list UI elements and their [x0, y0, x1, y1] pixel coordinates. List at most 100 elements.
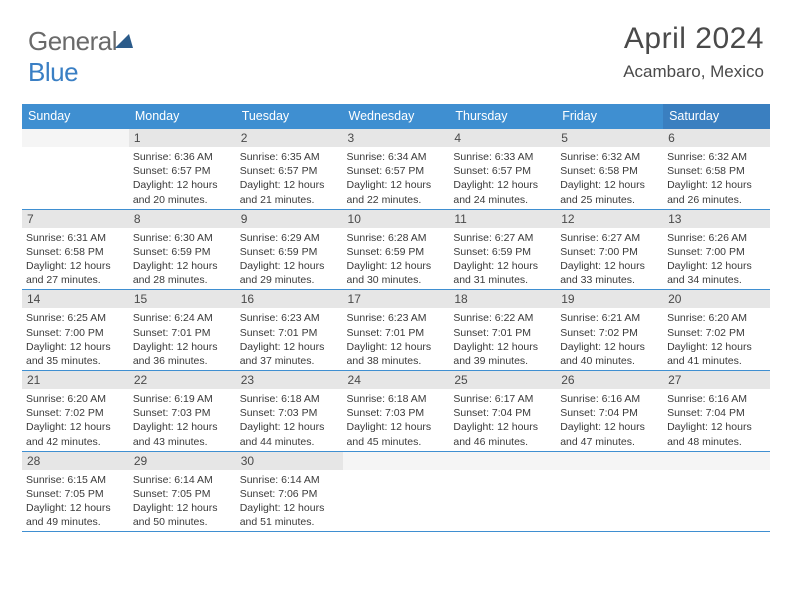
sunrise-text: Sunrise: 6:18 AM — [347, 392, 446, 406]
day-details: Sunrise: 6:35 AMSunset: 6:57 PMDaylight:… — [236, 147, 343, 209]
day-details: Sunrise: 6:36 AMSunset: 6:57 PMDaylight:… — [129, 147, 236, 209]
header-right: April 2024 Acambaro, Mexico — [623, 22, 764, 82]
calendar-day: 28Sunrise: 6:15 AMSunset: 7:05 PMDayligh… — [22, 452, 129, 532]
weekday-header: Tuesday — [236, 104, 343, 129]
sunset-text: Sunset: 6:58 PM — [667, 164, 766, 178]
day-details: Sunrise: 6:27 AMSunset: 6:59 PMDaylight:… — [449, 228, 556, 290]
daylight-line1: Daylight: 12 hours — [133, 501, 232, 515]
day-details: Sunrise: 6:23 AMSunset: 7:01 PMDaylight:… — [343, 308, 450, 370]
daylight-line2: and 28 minutes. — [133, 273, 232, 287]
calendar: Sunday Monday Tuesday Wednesday Thursday… — [22, 104, 770, 532]
daylight-line1: Daylight: 12 hours — [560, 178, 659, 192]
day-number — [449, 452, 556, 470]
sunrise-text: Sunrise: 6:26 AM — [667, 231, 766, 245]
daylight-line2: and 49 minutes. — [26, 515, 125, 529]
calendar-day: 19Sunrise: 6:21 AMSunset: 7:02 PMDayligh… — [556, 290, 663, 370]
daylight-line2: and 51 minutes. — [240, 515, 339, 529]
sunset-text: Sunset: 7:01 PM — [133, 326, 232, 340]
day-number: 11 — [449, 210, 556, 228]
sunset-text: Sunset: 7:02 PM — [667, 326, 766, 340]
day-number: 30 — [236, 452, 343, 470]
day-number: 26 — [556, 371, 663, 389]
day-number: 3 — [343, 129, 450, 147]
calendar-body: 1Sunrise: 6:36 AMSunset: 6:57 PMDaylight… — [22, 129, 770, 532]
daylight-line1: Daylight: 12 hours — [347, 178, 446, 192]
sunrise-text: Sunrise: 6:27 AM — [453, 231, 552, 245]
day-details: Sunrise: 6:22 AMSunset: 7:01 PMDaylight:… — [449, 308, 556, 370]
calendar-day: 11Sunrise: 6:27 AMSunset: 6:59 PMDayligh… — [449, 210, 556, 290]
weekday-header: Friday — [556, 104, 663, 129]
sunset-text: Sunset: 7:03 PM — [133, 406, 232, 420]
calendar-day: 10Sunrise: 6:28 AMSunset: 6:59 PMDayligh… — [343, 210, 450, 290]
day-number: 17 — [343, 290, 450, 308]
sunrise-text: Sunrise: 6:32 AM — [667, 150, 766, 164]
daylight-line1: Daylight: 12 hours — [240, 178, 339, 192]
daylight-line1: Daylight: 12 hours — [453, 420, 552, 434]
sunrise-text: Sunrise: 6:33 AM — [453, 150, 552, 164]
calendar-day: 24Sunrise: 6:18 AMSunset: 7:03 PMDayligh… — [343, 371, 450, 451]
sunrise-text: Sunrise: 6:15 AM — [26, 473, 125, 487]
sunset-text: Sunset: 7:01 PM — [240, 326, 339, 340]
sunrise-text: Sunrise: 6:14 AM — [240, 473, 339, 487]
calendar-day: 18Sunrise: 6:22 AMSunset: 7:01 PMDayligh… — [449, 290, 556, 370]
calendar-day: 20Sunrise: 6:20 AMSunset: 7:02 PMDayligh… — [663, 290, 770, 370]
daylight-line2: and 27 minutes. — [26, 273, 125, 287]
day-number: 10 — [343, 210, 450, 228]
sunset-text: Sunset: 7:00 PM — [667, 245, 766, 259]
sunrise-text: Sunrise: 6:35 AM — [240, 150, 339, 164]
sunset-text: Sunset: 6:58 PM — [26, 245, 125, 259]
daylight-line2: and 44 minutes. — [240, 435, 339, 449]
daylight-line2: and 20 minutes. — [133, 193, 232, 207]
day-number: 8 — [129, 210, 236, 228]
sunrise-text: Sunrise: 6:19 AM — [133, 392, 232, 406]
daylight-line1: Daylight: 12 hours — [26, 501, 125, 515]
day-number — [556, 452, 663, 470]
sunrise-text: Sunrise: 6:16 AM — [667, 392, 766, 406]
sunrise-text: Sunrise: 6:34 AM — [347, 150, 446, 164]
day-details: Sunrise: 6:32 AMSunset: 6:58 PMDaylight:… — [663, 147, 770, 209]
day-number: 5 — [556, 129, 663, 147]
day-number: 7 — [22, 210, 129, 228]
calendar-day: 3Sunrise: 6:34 AMSunset: 6:57 PMDaylight… — [343, 129, 450, 209]
daylight-line1: Daylight: 12 hours — [667, 340, 766, 354]
daylight-line2: and 36 minutes. — [133, 354, 232, 368]
weekday-header: Sunday — [22, 104, 129, 129]
daylight-line1: Daylight: 12 hours — [667, 178, 766, 192]
daylight-line2: and 21 minutes. — [240, 193, 339, 207]
day-details: Sunrise: 6:26 AMSunset: 7:00 PMDaylight:… — [663, 228, 770, 290]
calendar-day: 2Sunrise: 6:35 AMSunset: 6:57 PMDaylight… — [236, 129, 343, 209]
daylight-line1: Daylight: 12 hours — [667, 259, 766, 273]
sunset-text: Sunset: 7:01 PM — [347, 326, 446, 340]
calendar-day — [556, 452, 663, 532]
day-number: 24 — [343, 371, 450, 389]
day-details: Sunrise: 6:17 AMSunset: 7:04 PMDaylight:… — [449, 389, 556, 451]
day-details: Sunrise: 6:23 AMSunset: 7:01 PMDaylight:… — [236, 308, 343, 370]
day-details: Sunrise: 6:24 AMSunset: 7:01 PMDaylight:… — [129, 308, 236, 370]
day-number: 20 — [663, 290, 770, 308]
day-number — [663, 452, 770, 470]
calendar-day: 1Sunrise: 6:36 AMSunset: 6:57 PMDaylight… — [129, 129, 236, 209]
sunrise-text: Sunrise: 6:21 AM — [560, 311, 659, 325]
calendar-week: 21Sunrise: 6:20 AMSunset: 7:02 PMDayligh… — [22, 371, 770, 452]
calendar-day: 8Sunrise: 6:30 AMSunset: 6:59 PMDaylight… — [129, 210, 236, 290]
sunrise-text: Sunrise: 6:27 AM — [560, 231, 659, 245]
daylight-line2: and 40 minutes. — [560, 354, 659, 368]
daylight-line1: Daylight: 12 hours — [240, 340, 339, 354]
sunrise-text: Sunrise: 6:22 AM — [453, 311, 552, 325]
daylight-line1: Daylight: 12 hours — [26, 259, 125, 273]
calendar-day — [663, 452, 770, 532]
weekday-header: Wednesday — [343, 104, 450, 129]
calendar-day: 16Sunrise: 6:23 AMSunset: 7:01 PMDayligh… — [236, 290, 343, 370]
day-number: 15 — [129, 290, 236, 308]
day-number: 16 — [236, 290, 343, 308]
daylight-line2: and 47 minutes. — [560, 435, 659, 449]
daylight-line2: and 33 minutes. — [560, 273, 659, 287]
daylight-line1: Daylight: 12 hours — [667, 420, 766, 434]
daylight-line1: Daylight: 12 hours — [347, 259, 446, 273]
daylight-line2: and 26 minutes. — [667, 193, 766, 207]
calendar-day: 13Sunrise: 6:26 AMSunset: 7:00 PMDayligh… — [663, 210, 770, 290]
day-details: Sunrise: 6:33 AMSunset: 6:57 PMDaylight:… — [449, 147, 556, 209]
brand-part1: General — [28, 26, 117, 56]
daylight-line1: Daylight: 12 hours — [347, 420, 446, 434]
sunset-text: Sunset: 7:00 PM — [560, 245, 659, 259]
